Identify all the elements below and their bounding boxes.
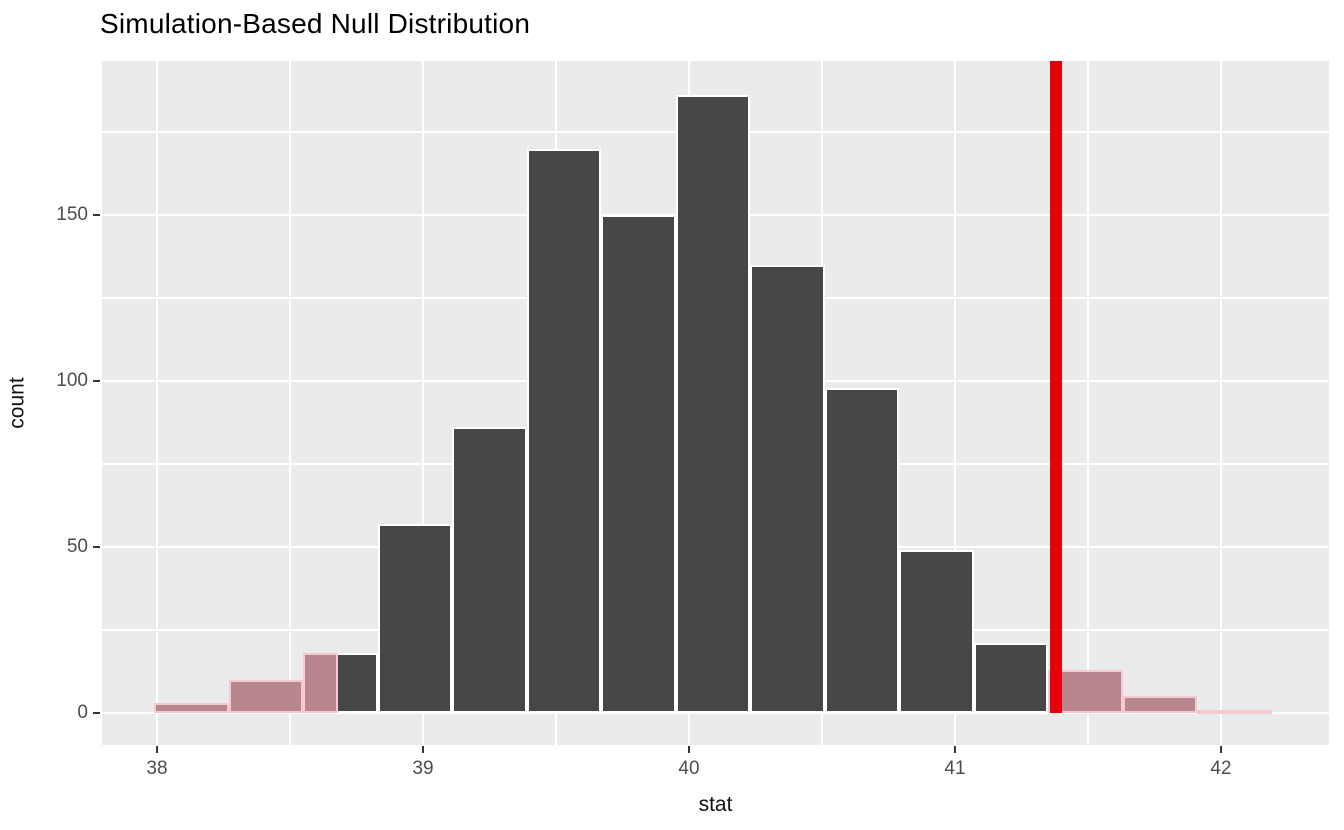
x-tick-label: 39 [412,758,434,779]
histogram-bar [377,523,453,713]
x-tick-mark [1219,746,1223,753]
x-axis-title: stat [698,793,733,816]
y-tick-mark [93,379,100,383]
y-tick-label: 50 [66,536,88,557]
histogram-bar [899,550,974,713]
y-tick-mark [93,545,100,549]
histogram-bar [750,264,825,713]
y-axis-title: count [5,377,29,429]
histogram-bar [601,215,676,713]
x-tick-label: 38 [146,758,168,779]
histogram-bar [337,653,378,713]
shaded-tail-bar [1197,709,1272,714]
x-minor-gridline [289,61,291,745]
x-major-gridline [421,61,425,745]
histogram-bar [675,95,751,713]
x-tick-label: 41 [944,758,966,779]
x-tick-label: 42 [1210,758,1232,779]
x-minor-gridline [1087,61,1089,745]
x-tick-mark [687,746,691,753]
x-major-gridline [1219,61,1223,745]
y-tick-label: 0 [77,702,88,723]
histogram-bar [452,427,527,713]
y-tick-label: 150 [56,204,88,225]
chart-title: Simulation-Based Null Distribution [100,8,531,39]
shaded-tail-bar [154,703,229,713]
shaded-tail-bar [303,653,338,713]
shaded-tail-bar [228,679,304,713]
x-major-gridline [155,61,159,745]
y-tick-mark [93,711,100,715]
observed-stat-line [1050,61,1063,713]
x-major-gridline [953,61,957,745]
x-tick-mark [421,746,425,753]
shaded-tail-bar [1122,696,1198,713]
y-tick-mark [93,213,100,217]
histogram-bar [824,387,900,713]
x-tick-label: 40 [678,758,700,779]
y-major-gridline [102,711,1329,715]
histogram-bar [526,148,602,713]
histogram-bar [973,643,1049,713]
plot-panel [102,61,1329,745]
x-tick-mark [155,746,159,753]
y-tick-label: 100 [56,370,88,391]
x-tick-mark [953,746,957,753]
